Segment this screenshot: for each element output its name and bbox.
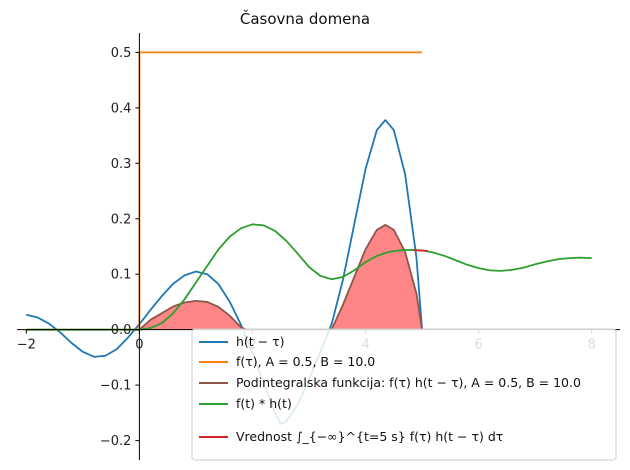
series-h-line [26, 119, 424, 425]
y-tick-label: 0.0 [111, 323, 132, 338]
legend: h(t − τ) f(τ), A = 0.5, B = 10.0 Podinte… [191, 328, 617, 461]
legend-entry-h: h(t − τ) [199, 334, 285, 349]
y-tick-label: 0.1 [111, 268, 132, 283]
x-tick-label: 0 [135, 338, 143, 353]
legend-label-h: h(t − τ) [236, 334, 285, 349]
y-tick-label: −0.1 [100, 379, 132, 394]
y-tick-label: 0.4 [111, 101, 132, 116]
y-tick-label: 0.5 [111, 46, 132, 61]
legend-frame [191, 328, 617, 461]
y-tick-label: 0.3 [111, 157, 132, 172]
y-axis-ticks: −0.2 −0.1 0.0 0.1 0.2 0.3 0.4 0.5 [100, 46, 140, 449]
legend-entry-value: Vrednost ∫_{−∞}^{t=5 s} f(τ) h(t − τ) dτ [199, 429, 503, 444]
y-tick-label: 0.2 [111, 212, 132, 227]
legend-label-convolution: f(t) * h(t) [236, 396, 292, 411]
legend-entry-integrand: Podintegralska funkcija: f(τ) h(t − τ), … [199, 375, 581, 390]
legend-label-f: f(τ), A = 0.5, B = 10.0 [236, 354, 375, 369]
legend-label-integrand: Podintegralska funkcija: f(τ) h(t − τ), … [236, 375, 581, 390]
y-tick-label: −0.2 [100, 434, 132, 449]
series-value-marker [413, 249, 428, 252]
legend-entry-convolution: f(t) * h(t) [199, 396, 292, 411]
legend-entry-f: f(τ), A = 0.5, B = 10.0 [199, 354, 375, 369]
chart-title: Časovna domena [240, 9, 370, 28]
legend-label-value: Vrednost ∫_{−∞}^{t=5 s} f(τ) h(t − τ) dτ [236, 429, 503, 444]
series-convolution-line [26, 223, 592, 331]
x-tick-label: −2 [17, 338, 36, 353]
